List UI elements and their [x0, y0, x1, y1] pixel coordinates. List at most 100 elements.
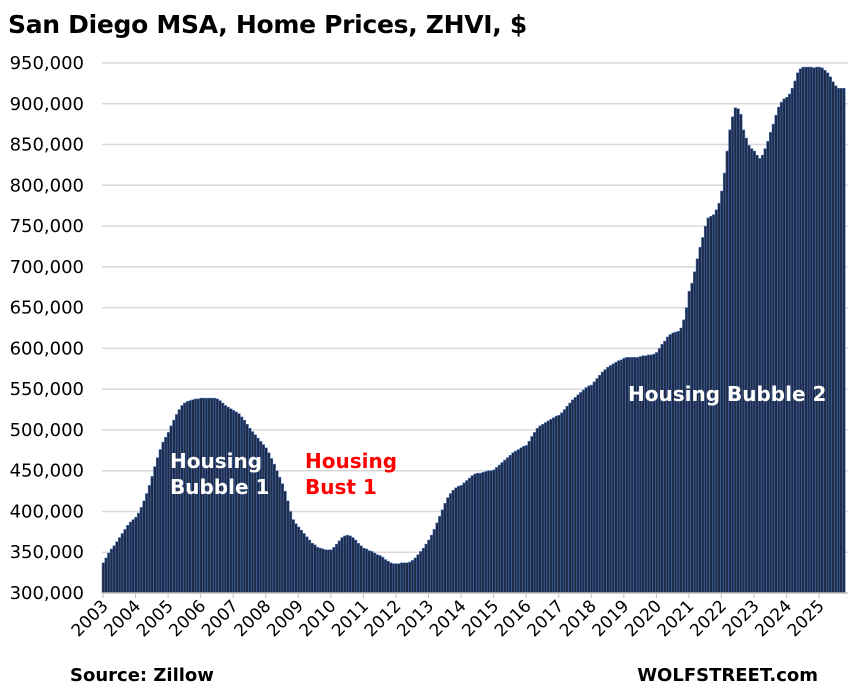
bar: [429, 534, 434, 594]
bar: [769, 132, 773, 594]
y-tick-label: 600,000: [10, 338, 84, 359]
y-tick-label: 750,000: [10, 216, 84, 237]
bar: [109, 548, 114, 594]
bar: [421, 547, 426, 594]
bar: [538, 425, 542, 594]
bar: [790, 88, 794, 594]
bar: [777, 106, 781, 594]
bar: [703, 225, 708, 594]
bar: [600, 371, 605, 594]
bar: [820, 67, 824, 594]
annotation-housing-bubble-2: Housing Bubble 2: [628, 382, 827, 406]
bar: [283, 490, 287, 594]
bar: [299, 529, 303, 594]
x-tick-label: 2019: [589, 596, 634, 641]
bar: [571, 399, 575, 594]
annotation-line: Housing: [305, 449, 398, 473]
x-tick-label: 2018: [556, 596, 601, 641]
bar: [126, 525, 130, 594]
bar: [541, 423, 545, 594]
bar: [375, 554, 379, 594]
bar: [522, 445, 526, 594]
bar: [584, 387, 588, 594]
bar: [394, 563, 398, 594]
bar: [370, 551, 374, 594]
bar: [383, 559, 388, 594]
bar: [788, 93, 792, 594]
y-tick-label: 900,000: [10, 94, 84, 115]
bar: [731, 116, 735, 594]
bar: [766, 141, 770, 594]
bar: [763, 148, 767, 594]
bar: [549, 419, 553, 594]
bar: [497, 464, 501, 594]
bar: [590, 384, 594, 594]
bar: [408, 561, 412, 594]
bar: [131, 519, 135, 594]
bar: [237, 413, 241, 594]
bar: [424, 543, 428, 594]
bar: [614, 361, 618, 594]
bar: [736, 108, 740, 594]
x-tick-label: 2011: [328, 596, 373, 641]
bar: [676, 331, 681, 594]
bar: [568, 402, 572, 594]
bar: [104, 557, 108, 594]
bar: [560, 412, 564, 594]
bar: [587, 385, 591, 594]
bar: [389, 562, 393, 594]
bar: [733, 107, 737, 594]
bar: [760, 154, 765, 594]
bar: [354, 539, 358, 594]
x-tick-label: 2006: [165, 596, 210, 641]
bar: [137, 512, 141, 594]
y-tick-label: 550,000: [10, 379, 84, 400]
x-tick-label: 2004: [100, 596, 145, 641]
bar: [226, 406, 230, 594]
bar: [663, 340, 667, 594]
bar: [332, 547, 336, 594]
bar: [316, 547, 320, 594]
bar: [815, 66, 819, 594]
bar: [495, 467, 499, 594]
bar: [435, 522, 439, 594]
bar: [798, 68, 803, 594]
x-tick-label: 2021: [654, 596, 699, 641]
bar: [438, 516, 442, 594]
bar: [486, 470, 491, 594]
bar: [413, 557, 417, 594]
bar: [391, 563, 396, 594]
bar: [804, 66, 808, 594]
bar: [690, 282, 694, 594]
bar: [573, 397, 577, 594]
y-tick-label: 800,000: [10, 175, 84, 196]
bar: [345, 534, 350, 594]
bar: [467, 477, 472, 594]
bar: [294, 523, 298, 594]
annotation-line: Housing: [170, 449, 263, 473]
bar: [118, 537, 122, 594]
x-tick-label: 2022: [686, 596, 731, 641]
bar: [305, 536, 309, 594]
bar: [543, 422, 548, 594]
y-tick-label: 300,000: [10, 583, 84, 604]
bar: [139, 507, 143, 594]
bar: [739, 114, 743, 594]
bar: [359, 545, 363, 594]
bar: [674, 331, 678, 594]
bar: [693, 271, 697, 594]
bar: [608, 365, 613, 594]
x-tick-label: 2020: [621, 596, 666, 641]
bar: [481, 472, 485, 594]
x-tick-label: 2009: [263, 596, 308, 641]
bar: [459, 485, 464, 594]
bar: [153, 466, 157, 594]
x-tick-label: 2007: [198, 596, 243, 641]
bar: [825, 72, 830, 594]
bar: [695, 258, 699, 594]
bar: [842, 88, 846, 594]
chart-title: San Diego MSA, Home Prices, ZHVI, $: [8, 10, 528, 39]
bar: [519, 447, 523, 594]
bar: [595, 378, 599, 594]
bar: [779, 101, 784, 594]
